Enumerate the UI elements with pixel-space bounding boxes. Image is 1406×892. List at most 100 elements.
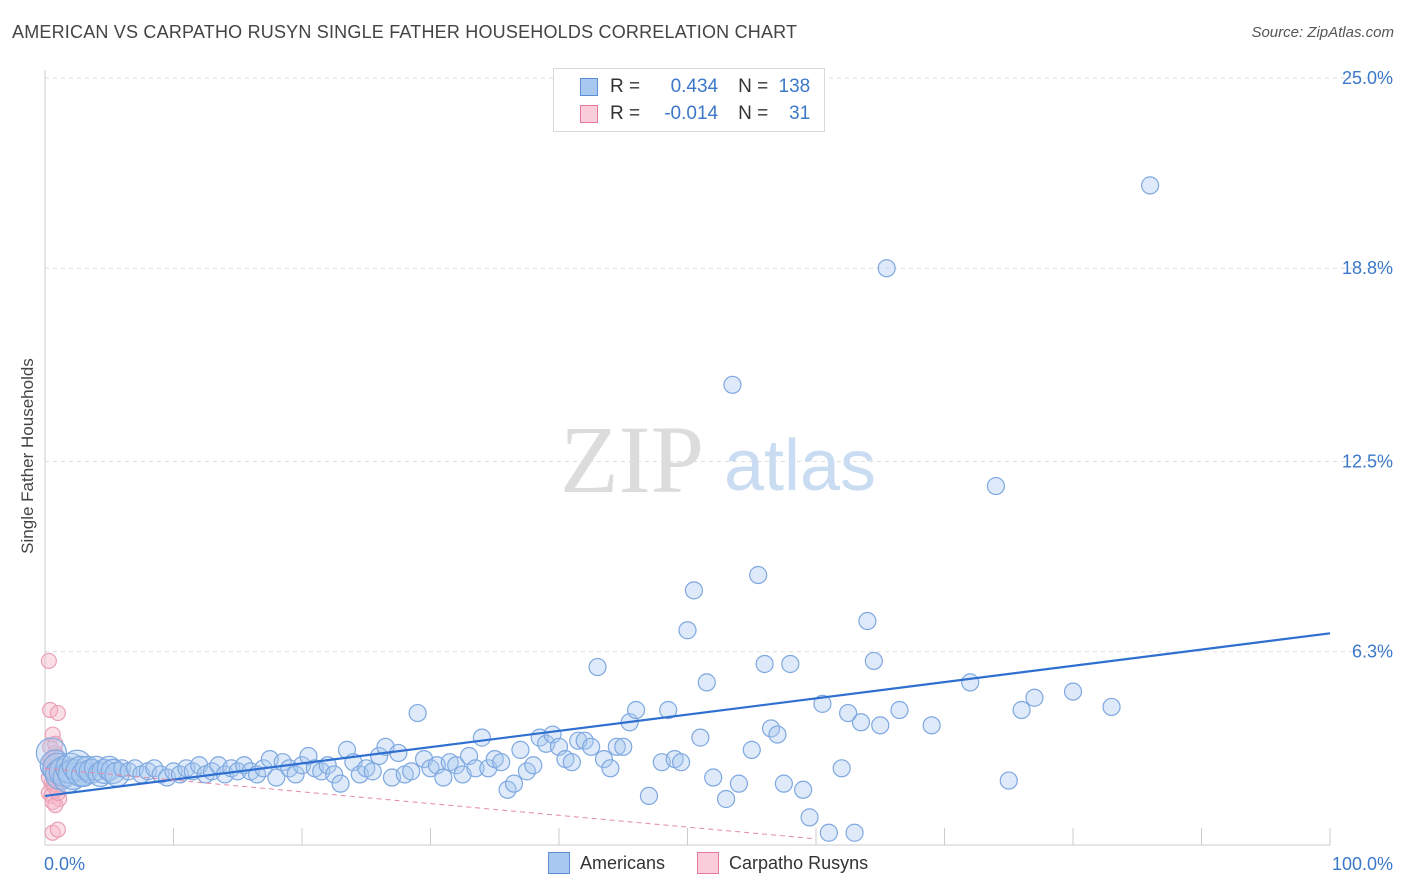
american-point [1140,176,1160,195]
american-point [267,768,286,787]
americans-n-value: 138 [778,76,811,97]
american-point [325,765,344,784]
american-point [845,823,864,842]
y-tick-label: 12.5% [1342,452,1393,472]
americans-legend-label: Americans [580,852,666,873]
american-point [363,762,382,781]
carpatho-rusyns-legend-swatch [697,852,720,874]
y-tick-label: 6.3% [1352,642,1393,662]
american-point [1025,688,1044,707]
american-point [819,823,838,842]
watermark-zip: ZIP [560,406,704,513]
american-point [851,713,871,732]
american-point [588,657,607,677]
american-point [864,651,883,671]
americans-r-value: 0.434 [670,76,719,97]
y-tick-label: 25.0% [1342,68,1393,88]
american-point [639,786,659,806]
american-point [755,654,774,674]
carpatho-rusyns-trend-line [44,767,817,840]
american-point [370,746,389,766]
american-point [890,700,909,720]
americans-trend-line [44,632,1331,798]
american-point [961,673,980,692]
legend-row-americans: R = 0.434 N = 138 [554,74,810,100]
american-point [74,755,101,781]
american-point [671,753,691,772]
american-point [1102,697,1121,717]
carpatho-rusyn-point [40,652,57,670]
american-point [582,737,601,756]
carpatho-rusyns-legend-label: Carpatho Rusyns [729,852,869,873]
american-point [402,762,421,781]
american-point [704,768,723,787]
american-point [286,765,305,784]
american-point [434,768,453,787]
grid-lines [45,77,1390,653]
american-point [659,700,678,720]
n-label: N = [738,76,769,97]
n-label: N = [738,103,769,124]
chart-title: AMERICAN VS CARPATHO RUSYN SINGLE FATHER… [12,22,798,42]
american-point [562,753,581,772]
american-point [511,740,530,759]
american-points [35,176,1160,842]
american-point [794,780,813,799]
american-point [999,771,1018,790]
american-point [472,728,491,747]
american-point [781,654,800,674]
carpatho-rusyns-n-value: 31 [789,103,811,124]
legend-row-carpatho-rusyns: R = -0.014 N = 31 [554,101,810,127]
american-point [774,774,793,793]
series-legend: Americans Carpatho Rusyns [548,852,868,874]
carpatho-rusyn-point [49,704,66,722]
american-point [524,756,543,775]
american-point [614,737,633,756]
r-label: R = [610,103,641,124]
american-point [877,259,896,278]
americans-swatch [580,78,598,96]
american-point [684,581,704,600]
american-point [729,774,749,793]
y-tick-label: 18.8% [1342,258,1393,278]
american-point [607,737,626,756]
american-point [100,758,126,784]
correlation-legend: R = 0.434 N = 138 R = -0.014 N = 31 [553,68,825,132]
american-point [986,476,1006,496]
american-point [626,700,646,720]
american-point [447,756,466,775]
watermark-atlas: atlas [724,426,876,506]
american-point [601,759,620,778]
tick-labels: 6.3% 12.5% 18.8% 25.0% 0.0% 100.0% [44,68,1393,874]
american-point [691,728,710,747]
americans-legend-swatch [548,852,570,874]
american-point [723,375,742,394]
american-point [1012,700,1031,720]
american-point [331,774,350,793]
american-point [839,703,858,723]
watermark: ZIP atlas [560,406,876,513]
american-point [922,716,941,735]
american-point [492,753,511,772]
american-point [35,737,68,769]
american-point [749,565,768,585]
american-point [466,759,485,778]
american-point [768,725,787,744]
american-point [678,621,697,640]
american-point [716,789,736,809]
american-point [697,673,716,692]
american-point [1063,682,1083,701]
trend-lines [44,632,1331,840]
carpatho-rusyns-swatch [580,105,598,123]
source-label: Source: ZipAtlas.com [1251,24,1394,41]
american-point [408,703,427,723]
american-point [871,716,890,735]
american-point [742,740,761,759]
american-point [594,749,614,769]
american-point [800,808,819,827]
american-point [813,694,832,713]
american-point [504,774,524,793]
carpatho-rusyn-point [47,797,64,814]
carpatho-rusyn-point [49,821,66,838]
american-point [858,611,877,631]
